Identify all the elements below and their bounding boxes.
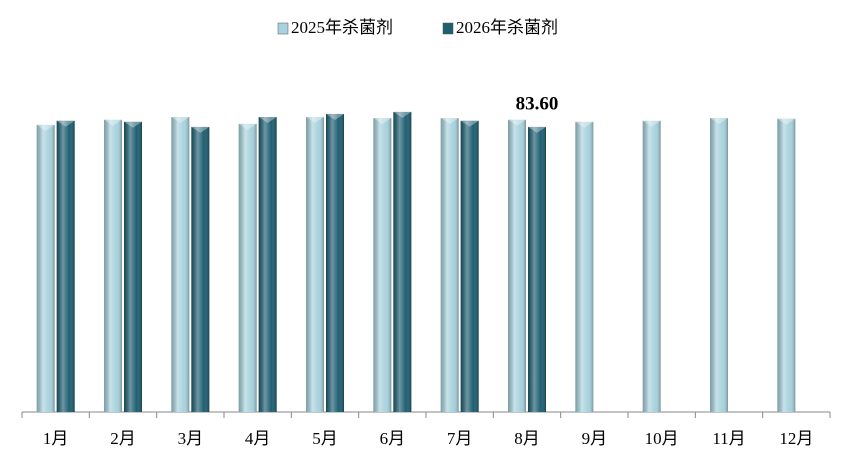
bar-cap	[710, 118, 728, 125]
legend-swatch	[277, 22, 289, 35]
bar-shine	[306, 117, 324, 412]
bar-cap	[56, 120, 75, 127]
bar-cap	[306, 117, 324, 124]
x-tick-label: 10月	[645, 429, 679, 448]
bar-cap	[104, 119, 122, 126]
bar-cap	[124, 121, 142, 128]
bar-cap	[36, 124, 55, 131]
bar-cap	[440, 118, 459, 125]
x-tick-label: 12月	[779, 429, 813, 448]
bar-shine	[440, 118, 459, 413]
bar-cap	[373, 118, 392, 125]
value-label: 83.60	[516, 93, 559, 114]
bar-shine	[508, 119, 526, 412]
x-tick-label: 9月	[582, 429, 608, 448]
bar-shine	[373, 118, 392, 413]
bar-shine	[777, 118, 796, 413]
bar-cap	[777, 118, 796, 125]
bar-shine	[124, 121, 142, 413]
x-tick-label: 1月	[43, 429, 69, 448]
x-tick-label: 2月	[110, 429, 136, 448]
bar-shine	[642, 120, 661, 412]
bar-cap	[642, 120, 661, 127]
bar-shine	[36, 124, 55, 413]
x-tick-label: 3月	[178, 429, 204, 448]
x-tick-label: 7月	[447, 429, 473, 448]
x-tick-label: 11月	[712, 429, 745, 448]
x-tick-label: 6月	[380, 429, 406, 448]
x-tick-label: 8月	[514, 429, 540, 448]
bar-shine	[56, 120, 75, 412]
bar-shine	[460, 120, 479, 412]
bar-shine	[710, 118, 728, 413]
bar-cap	[258, 117, 277, 124]
bar-cap	[393, 111, 412, 118]
legend-label: 2025年杀菌剂	[291, 18, 393, 37]
bar-cap	[191, 126, 210, 133]
bar-shine	[258, 117, 277, 412]
bar-cap	[238, 123, 257, 130]
bar-cap	[460, 120, 479, 127]
bar-shine	[393, 111, 412, 413]
legend-swatch	[442, 22, 454, 35]
bar-shine	[528, 126, 546, 412]
bar-cap	[508, 119, 526, 126]
legend-label: 2026年杀菌剂	[456, 18, 558, 37]
bar-shine	[326, 113, 344, 412]
bar-shine	[104, 119, 122, 412]
bar-cap	[528, 126, 546, 133]
bar-cap	[171, 117, 190, 124]
bar-shine	[575, 121, 594, 413]
bar-shine	[191, 126, 210, 412]
bar-shine	[238, 123, 257, 412]
x-tick-label: 5月	[312, 429, 338, 448]
x-tick-label: 4月	[245, 429, 271, 448]
bar-cap	[326, 113, 344, 120]
bar-shine	[171, 117, 190, 412]
bar-cap	[575, 121, 594, 128]
